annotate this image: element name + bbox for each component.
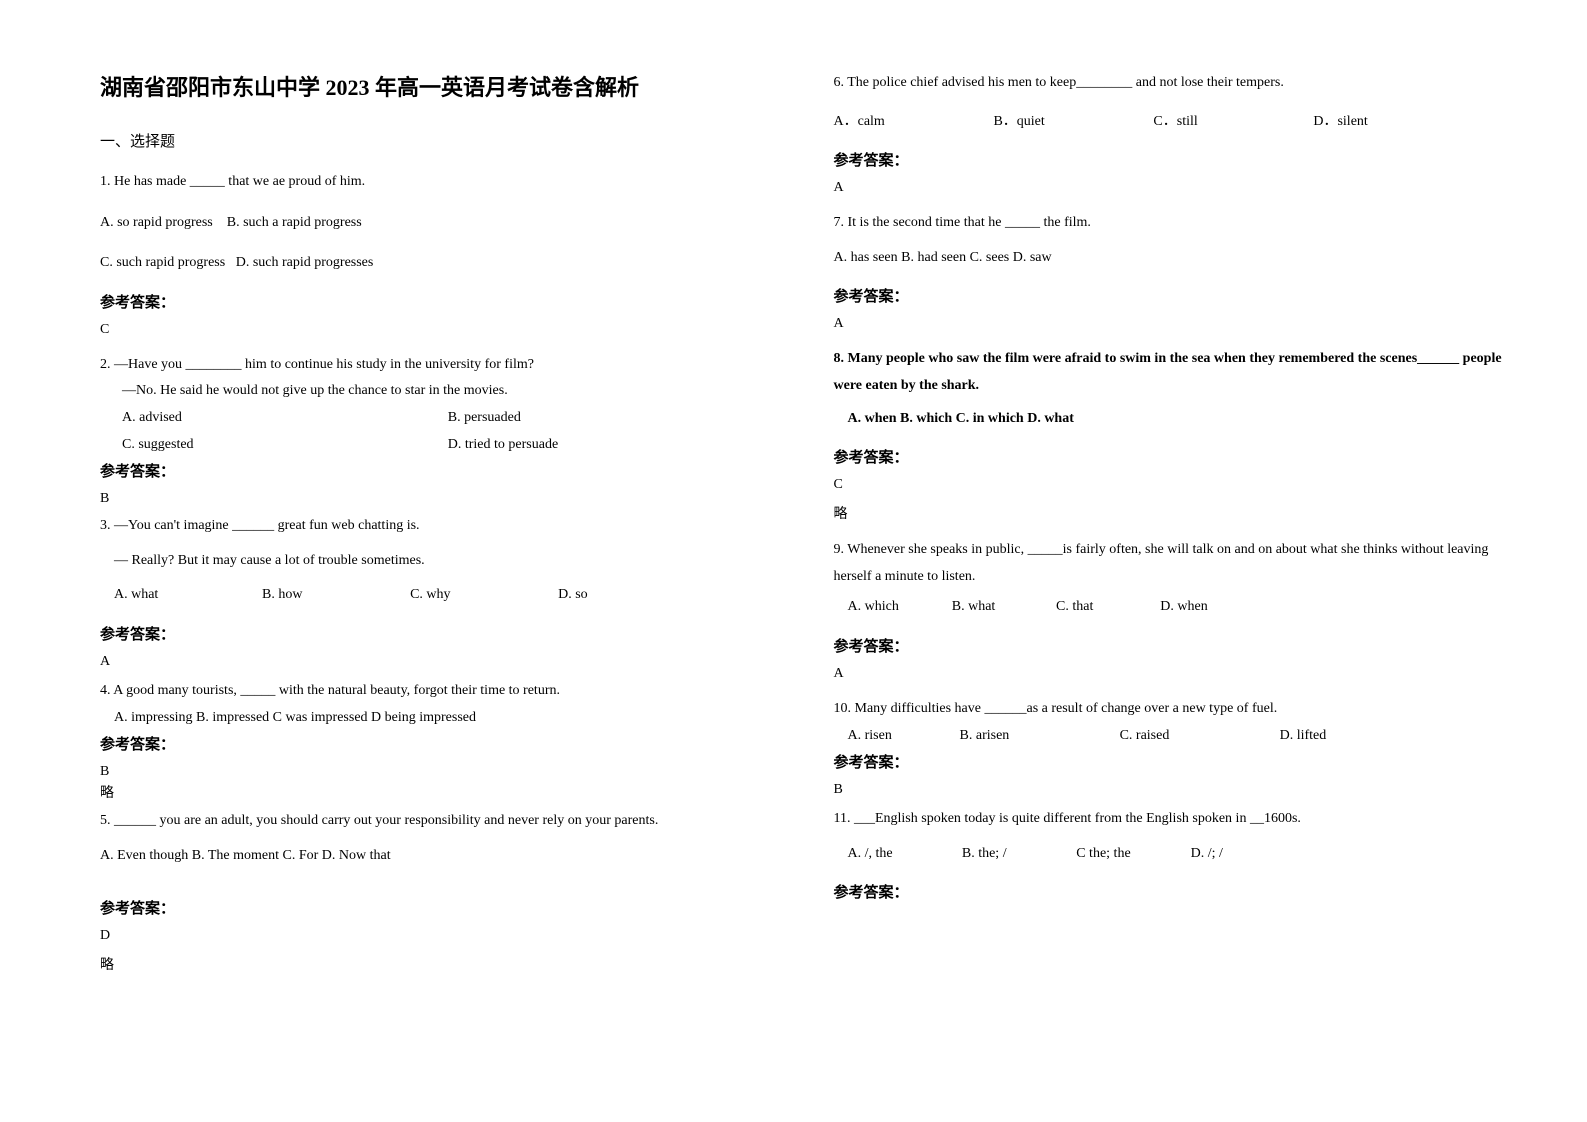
q3-opt-c: C. why	[410, 582, 558, 609]
q9-stem: 9. Whenever she speaks in public, _____i…	[834, 537, 1508, 590]
q1-opt-d: D. such rapid progresses	[236, 255, 374, 270]
q8-opts: A. when B. which C. in which D. what	[834, 406, 1508, 433]
question-8: 8. Many people who saw the film were afr…	[834, 346, 1508, 533]
q5-answer-label: 参考答案：	[100, 897, 774, 918]
q1-answer: C	[100, 322, 774, 338]
q10-opt-c: C. raised	[1120, 723, 1280, 750]
q3-stem1: 3. —You can't imagine ______ great fun w…	[100, 513, 774, 540]
question-5: 5. ______ you are an adult, you should c…	[100, 808, 774, 984]
q7-answer: A	[834, 316, 1508, 332]
question-10: 10. Many difficulties have ______as a re…	[834, 696, 1508, 808]
q11-stem: 11. ___English spoken today is quite dif…	[834, 806, 1508, 833]
q8-stem: 8. Many people who saw the film were afr…	[834, 346, 1508, 399]
q6-answer-label: 参考答案：	[834, 149, 1508, 170]
q3-stem2: — Really? But it may cause a lot of trou…	[100, 548, 774, 575]
q3-opt-d: D. so	[558, 582, 706, 609]
q5-opts: A. Even though B. The moment C. For D. N…	[100, 843, 774, 870]
q11-answer-label: 参考答案：	[834, 881, 1508, 902]
q6-opt-a: A．calm	[834, 109, 994, 136]
right-column: 6. The police chief advised his men to k…	[834, 70, 1508, 988]
q6-stem: 6. The police chief advised his men to k…	[834, 70, 1508, 97]
q2-stem1: 2. —Have you ________ him to continue hi…	[100, 352, 774, 379]
q1-opt-b: B. such a rapid progress	[227, 215, 362, 230]
q7-answer-label: 参考答案：	[834, 285, 1508, 306]
q5-answer: D	[100, 928, 774, 944]
section-header-1: 一、选择题	[100, 130, 774, 151]
q1-answer-label: 参考答案：	[100, 291, 774, 312]
q10-opt-b: B. arisen	[960, 723, 1120, 750]
q11-opts: A. /, the B. the; / C the; the D. /; /	[834, 841, 1305, 868]
left-column: 湖南省邵阳市东山中学 2023 年高一英语月考试卷含解析 一、选择题 1. He…	[100, 70, 774, 988]
q2-opts-row1: A. advised B. persuaded	[100, 405, 774, 432]
q1-opt-c: C. such rapid progress	[100, 255, 225, 270]
q8-answer-label: 参考答案：	[834, 446, 1508, 467]
q9-opt-b: B. what	[952, 594, 1056, 621]
q9-opt-c: C. that	[1056, 594, 1160, 621]
q4-answer: B	[100, 764, 774, 780]
q11-opt-a: A. /, the	[848, 841, 962, 868]
q11-opt-d: D. /; /	[1191, 841, 1305, 868]
q3-answer-label: 参考答案：	[100, 623, 774, 644]
question-2: 2. —Have you ________ him to continue hi…	[100, 352, 774, 517]
question-7: 7. It is the second time that he _____ t…	[834, 210, 1508, 342]
q3-opt-b: B. how	[262, 582, 410, 609]
q6-opts: A．calm B．quiet C．still D．silent	[834, 109, 1474, 136]
q8-note: 略	[834, 503, 1508, 523]
question-9: 9. Whenever she speaks in public, _____i…	[834, 537, 1508, 692]
q1-stem: 1. He has made _____ that we ae proud of…	[100, 169, 774, 196]
q10-answer: B	[834, 782, 1508, 798]
question-6: 6. The police chief advised his men to k…	[834, 70, 1508, 206]
page-columns: 湖南省邵阳市东山中学 2023 年高一英语月考试卷含解析 一、选择题 1. He…	[100, 70, 1507, 988]
q2-answer-label: 参考答案：	[100, 460, 774, 481]
q10-opt-a: A. risen	[848, 723, 960, 750]
q9-opt-d: D. when	[1160, 594, 1264, 621]
question-1: 1. He has made _____ that we ae proud of…	[100, 169, 774, 348]
q11-opt-b: B. the; /	[962, 841, 1076, 868]
q3-opt-a: A. what	[114, 582, 262, 609]
q2-opt-d: D. tried to persuade	[448, 432, 774, 459]
q1-opts-row1: A. so rapid progress B. such a rapid pro…	[100, 210, 774, 237]
q3-opts: A. what B. how C. why D. so	[100, 582, 706, 609]
q9-opts: A. which B. what C. that D. when	[834, 594, 1265, 621]
q7-opts: A. has seen B. had seen C. sees D. saw	[834, 245, 1508, 272]
q10-answer-label: 参考答案：	[834, 751, 1508, 772]
q4-stem: 4. A good many tourists, _____ with the …	[100, 678, 774, 705]
q6-opt-d: D．silent	[1313, 109, 1473, 136]
q2-answer: B	[100, 491, 774, 507]
q3-answer: A	[100, 654, 774, 670]
q4-opts: A. impressing B. impressed C was impress…	[100, 705, 774, 732]
q9-opt-a: A. which	[848, 594, 952, 621]
q10-stem: 10. Many difficulties have ______as a re…	[834, 696, 1508, 723]
q5-stem: 5. ______ you are an adult, you should c…	[100, 808, 774, 835]
q1-opt-a: A. so rapid progress	[100, 215, 213, 230]
q1-opts-row2: C. such rapid progress D. such rapid pro…	[100, 250, 774, 277]
q2-stem2: —No. He said he would not give up the ch…	[100, 378, 774, 405]
q6-answer: A	[834, 180, 1508, 196]
q11-opt-c: C the; the	[1076, 841, 1190, 868]
q7-stem: 7. It is the second time that he _____ t…	[834, 210, 1508, 237]
q10-opts: A. risen B. arisen C. raised D. lifted	[834, 723, 1440, 750]
question-4: 4. A good many tourists, _____ with the …	[100, 678, 774, 812]
question-11: 11. ___English spoken today is quite dif…	[834, 806, 1508, 912]
q9-answer-label: 参考答案：	[834, 635, 1508, 656]
q10-opt-d: D. lifted	[1280, 723, 1440, 750]
q4-note: 略	[100, 782, 774, 802]
q8-answer: C	[834, 477, 1508, 493]
q4-answer-label: 参考答案：	[100, 733, 774, 754]
q9-answer: A	[834, 666, 1508, 682]
q2-opt-b: B. persuaded	[448, 405, 774, 432]
q2-opt-a: A. advised	[122, 405, 448, 432]
exam-title: 湖南省邵阳市东山中学 2023 年高一英语月考试卷含解析	[100, 70, 774, 102]
q2-opt-c: C. suggested	[122, 432, 448, 459]
q6-opt-b: B．quiet	[993, 109, 1153, 136]
q2-opts-row2: C. suggested D. tried to persuade	[100, 432, 774, 459]
q5-note: 略	[100, 954, 774, 974]
question-3: 3. —You can't imagine ______ great fun w…	[100, 513, 774, 680]
q6-opt-c: C．still	[1153, 109, 1313, 136]
